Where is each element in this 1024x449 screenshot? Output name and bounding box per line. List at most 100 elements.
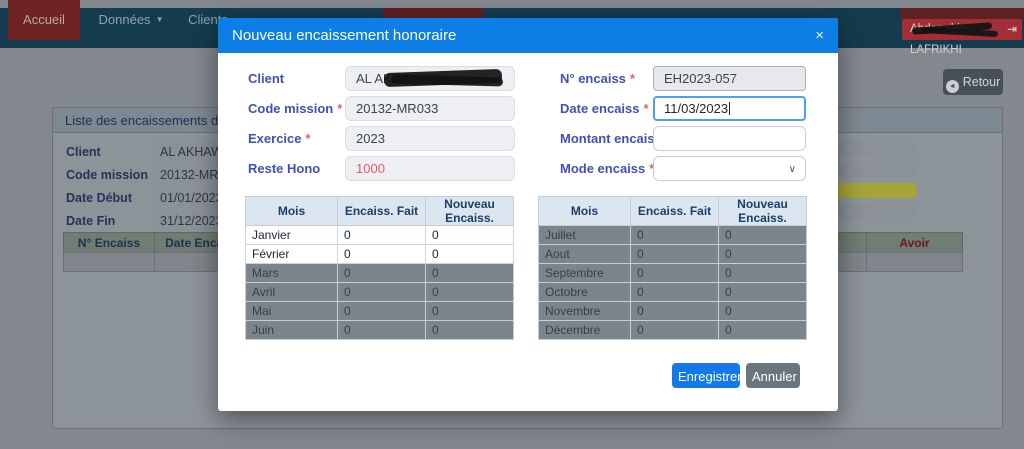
required-star: *: [305, 131, 311, 146]
month-cell: Octobre: [538, 282, 631, 302]
label-code-mission: Code mission *: [248, 96, 342, 121]
col-mois: Mois: [538, 196, 631, 226]
text-cursor: [729, 102, 731, 115]
nouveau-cell: 0: [718, 301, 807, 321]
back-arrow-icon: ◄: [945, 80, 959, 93]
reste-hono-field: 1000: [345, 156, 515, 181]
fait-cell: 0: [630, 244, 719, 264]
nav-item-accueil[interactable]: Accueil: [8, 0, 80, 40]
user-badge[interactable]: Abderrahim LAFRIKHI ⇥: [902, 19, 1022, 56]
bg-row-cell: [63, 252, 155, 272]
nouveau-encaissement-modal: Nouveau encaissement honoraire × Client …: [218, 18, 838, 411]
nouveau-cell: 0: [425, 320, 514, 340]
label-client: Client: [248, 66, 284, 91]
nav-item-donnees-label: Données: [98, 12, 151, 27]
nouveau-cell[interactable]: 0: [425, 225, 514, 245]
label-code-mission-text: Code mission: [248, 101, 334, 116]
annuler-button[interactable]: Annuler: [746, 363, 800, 388]
label-mode-encaiss: Mode encaiss *: [560, 156, 654, 181]
montant-encaiss-input[interactable]: [653, 126, 806, 151]
label-reste-hono: Reste Hono: [248, 156, 320, 181]
date-encaiss-input[interactable]: 11/03/2023: [653, 96, 806, 121]
month-cell: Novembre: [538, 301, 631, 321]
fait-cell: 0: [630, 263, 719, 283]
bg-col-num-encaiss: N° Encaiss: [63, 232, 155, 253]
table-row: Janvier 0 0: [245, 225, 514, 245]
label-exercice-text: Exercice: [248, 131, 302, 146]
exercice-field: 2023: [345, 126, 515, 151]
label-num-encaiss-text: N° encaiss: [560, 71, 626, 86]
fait-cell: 0: [630, 225, 719, 245]
table-row-disabled: Avril 0 0: [245, 282, 514, 302]
table-row: Février 0 0: [245, 244, 514, 264]
chevron-down-icon: ▼: [155, 15, 164, 24]
nav-item-donnees[interactable]: Données ▼: [92, 0, 170, 40]
modal-header: Nouveau encaissement honoraire ×: [218, 18, 838, 53]
enregistrer-button[interactable]: Enregistrer: [672, 363, 742, 388]
table-row-disabled: Juin 0 0: [245, 320, 514, 340]
modal-title: Nouveau encaissement honoraire: [232, 27, 457, 44]
col-encaiss-fait: Encaiss. Fait: [630, 196, 719, 226]
label-date-encaiss-text: Date encaiss: [560, 101, 640, 116]
col-nouveau-encaiss: Nouveau Encaiss.: [425, 196, 514, 226]
nouveau-cell: 0: [718, 225, 807, 245]
month-cell: Juin: [245, 320, 338, 340]
nouveau-cell: 0: [718, 282, 807, 302]
label-client-text: Client: [248, 71, 285, 86]
retour-button[interactable]: ◄ Retour: [943, 69, 1003, 95]
fait-cell: 0: [337, 301, 426, 321]
months-table-left: Mois Encaiss. Fait Nouveau Encaiss. Janv…: [245, 196, 514, 340]
table-row-disabled: Novembre 0 0: [538, 301, 807, 321]
nav-user-highlight: [900, 8, 1024, 19]
nouveau-cell: 0: [718, 244, 807, 264]
nouveau-cell: 0: [718, 263, 807, 283]
label-num-encaiss: N° encaiss *: [560, 66, 635, 91]
bg-label-code-mission: Code mission: [66, 168, 148, 182]
bg-col-avoir: Avoir: [866, 232, 963, 253]
table-row-disabled: Juillet 0 0: [538, 225, 807, 245]
bg-label-client: Client: [66, 145, 101, 159]
label-date-encaiss: Date encaiss *: [560, 96, 649, 121]
fait-cell: 0: [337, 244, 426, 264]
col-mois: Mois: [245, 196, 338, 226]
nouveau-cell: 0: [425, 263, 514, 283]
client-field: AL AKHAWAYN TRANSFERT: [345, 66, 515, 109]
close-icon[interactable]: ×: [815, 27, 824, 44]
bg-label-date-fin: Date Fin: [66, 214, 116, 228]
required-star: *: [643, 101, 649, 116]
nouveau-cell: 0: [718, 320, 807, 340]
fait-cell: 0: [337, 263, 426, 283]
bg-row-cell: [866, 252, 963, 272]
month-cell: Février: [245, 244, 338, 264]
label-montant-encaiss-text: Montant encaiss.: [560, 131, 666, 146]
nouveau-cell[interactable]: 0: [425, 244, 514, 264]
fait-cell: 0: [630, 282, 719, 302]
month-cell: Mars: [245, 263, 338, 283]
nav-item-clients[interactable]: Clients: [188, 12, 228, 27]
col-nouveau-encaiss: Nouveau Encaiss.: [718, 196, 807, 226]
label-exercice: Exercice *: [248, 126, 311, 151]
nouveau-cell: 0: [425, 301, 514, 321]
fait-cell: 0: [337, 282, 426, 302]
chevron-down-icon: ∨: [788, 164, 796, 175]
logout-icon[interactable]: ⇥: [1006, 22, 1017, 36]
month-cell: Mai: [245, 301, 338, 321]
required-star: *: [649, 161, 655, 176]
label-reste-hono-text: Reste Hono: [248, 161, 321, 176]
fait-cell: 0: [630, 320, 719, 340]
label-mode-encaiss-text: Mode encaiss: [560, 161, 646, 176]
months-table-right: Mois Encaiss. Fait Nouveau Encaiss. Juil…: [538, 196, 807, 340]
month-cell: Avril: [245, 282, 338, 302]
fait-cell: 0: [337, 320, 426, 340]
bg-label-date-debut: Date Début: [66, 191, 132, 205]
fait-cell: 0: [630, 301, 719, 321]
table-row-disabled: Aout 0 0: [538, 244, 807, 264]
retour-label: Retour: [962, 75, 1001, 89]
month-cell: Aout: [538, 244, 631, 264]
date-encaiss-value: 11/03/2023: [664, 101, 729, 116]
month-cell: Septembre: [538, 263, 631, 283]
mode-encaiss-select[interactable]: ∨: [653, 156, 806, 181]
month-cell: Janvier: [245, 225, 338, 245]
nouveau-cell: 0: [425, 282, 514, 302]
